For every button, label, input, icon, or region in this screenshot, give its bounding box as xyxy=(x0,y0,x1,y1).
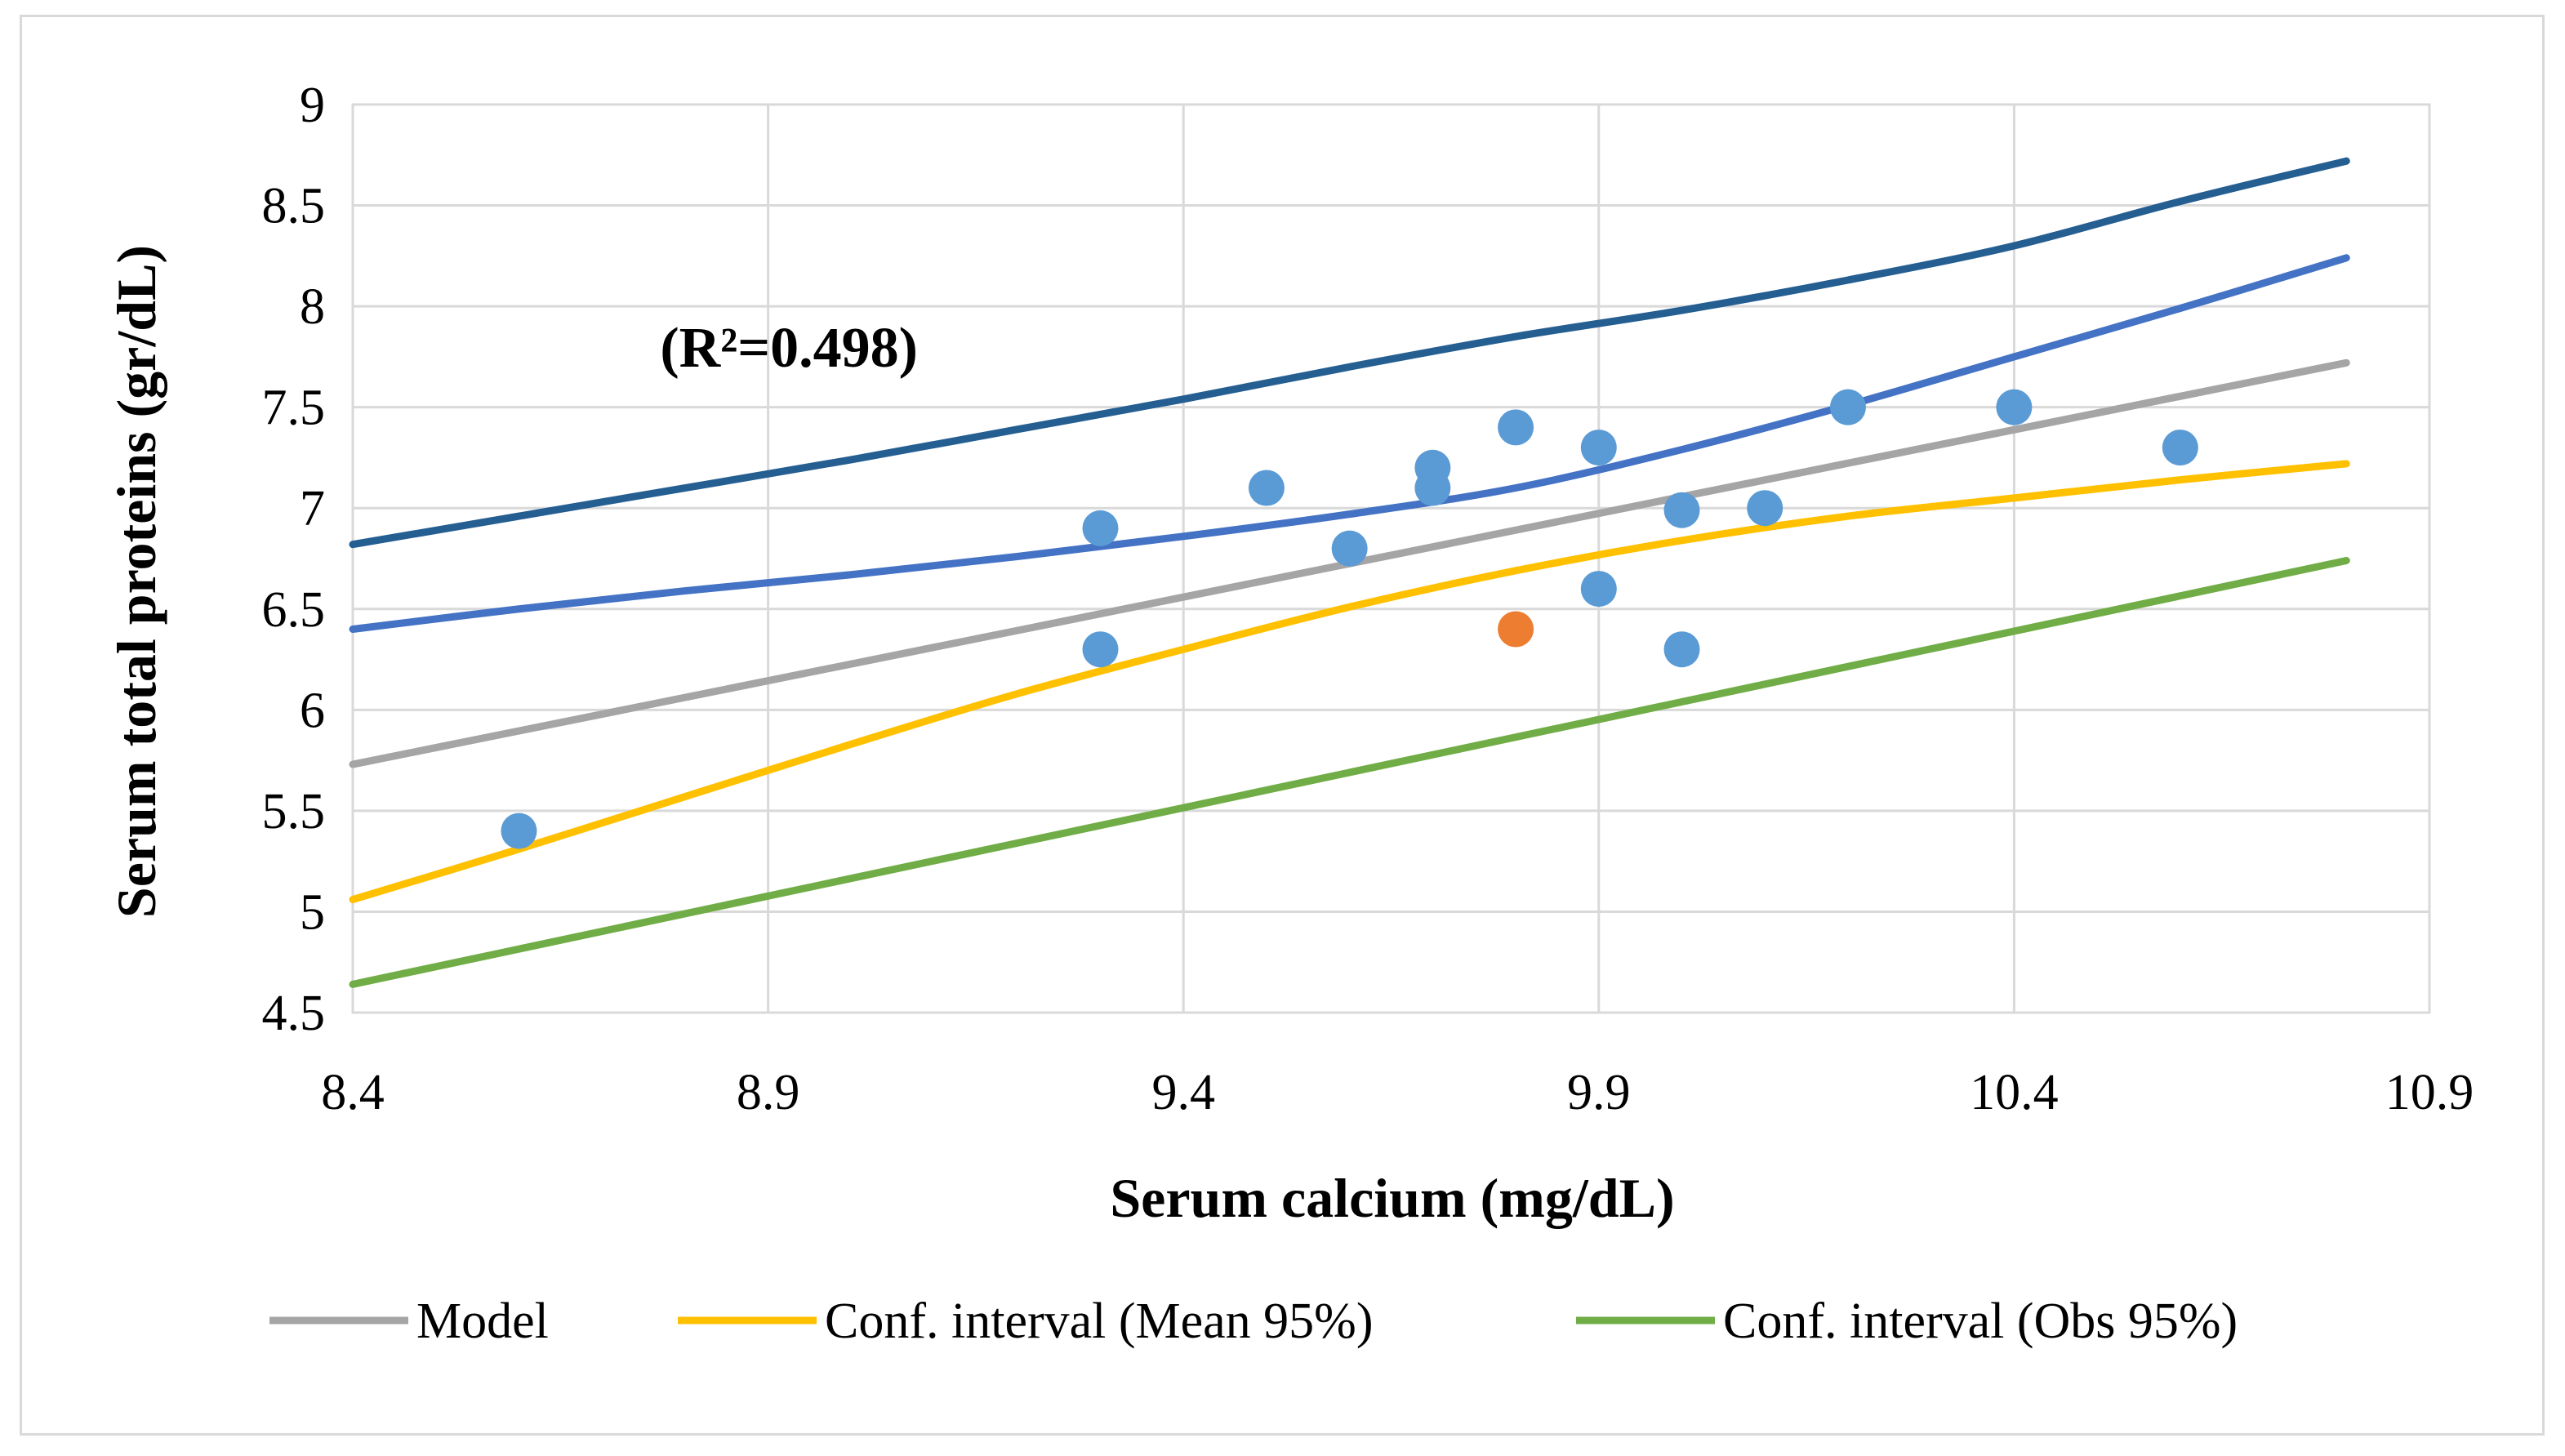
y-tick-label: 4.5 xyxy=(262,986,326,1041)
data-point xyxy=(2162,430,2198,466)
legend-label: Conf. interval (Obs 95%) xyxy=(1723,1293,2238,1349)
y-tick-label: 5.5 xyxy=(262,784,326,839)
y-tick-label: 5 xyxy=(300,884,325,940)
y-axis-title: Serum total proteins (gr/dL) xyxy=(105,245,167,918)
legend-label: Model xyxy=(416,1293,549,1349)
legend-label: Conf. interval (Mean 95%) xyxy=(825,1293,1373,1349)
y-tick-label: 8 xyxy=(300,279,325,335)
x-tick-label: 10.9 xyxy=(2385,1065,2474,1120)
series-line-conf-interval-obs-95 xyxy=(349,556,2350,988)
x-tick-label: 9.4 xyxy=(1151,1065,1215,1120)
y-tick-label: 6.5 xyxy=(262,582,326,638)
data-point xyxy=(1331,530,1368,567)
data-point xyxy=(1248,470,1285,506)
data-point xyxy=(1082,631,1119,668)
series-line-upper-mean-bound xyxy=(349,254,2350,633)
x-tick-label: 8.9 xyxy=(737,1065,800,1120)
x-tick-label: 9.9 xyxy=(1567,1065,1631,1120)
series-line-conf-interval-mean-95 xyxy=(349,460,2350,904)
series-line-upper-observation-bound xyxy=(349,157,2350,549)
data-point xyxy=(1747,490,1783,527)
data-point xyxy=(1580,571,1617,608)
x-tick-label: 10.4 xyxy=(1970,1065,2059,1120)
plot-area-border xyxy=(351,103,2431,1014)
data-point xyxy=(1414,470,1451,506)
y-tick-label: 8.5 xyxy=(262,179,326,234)
x-tick-label: 8.4 xyxy=(321,1065,385,1120)
data-point xyxy=(1663,631,1700,668)
x-axis-title: Serum calcium (mg/dL) xyxy=(1110,1167,1674,1229)
highlight-point xyxy=(1498,611,1534,648)
r-squared-annotation: (R²=0.498) xyxy=(660,317,918,380)
y-tick-label: 7.5 xyxy=(262,381,326,436)
x-axis-ticks: 8.4 8.9 9.4 9.9 10.4 10.9 xyxy=(321,1065,2474,1120)
y-axis-ticks: 4.5 5 5.5 6 6.5 7 7.5 8 8.5 9 xyxy=(262,78,326,1041)
data-point xyxy=(1498,409,1534,446)
legend: Model Conf. interval (Mean 95%) Conf. inte… xyxy=(269,1293,2238,1349)
data-point xyxy=(1829,389,1866,425)
data-points xyxy=(501,389,2198,849)
data-point xyxy=(1580,430,1617,466)
series-lines xyxy=(349,157,2350,988)
data-point xyxy=(1663,492,1700,528)
chart-frame xyxy=(20,15,2545,1436)
y-tick-label: 7 xyxy=(300,481,325,537)
data-point xyxy=(1996,389,2033,425)
data-point xyxy=(1082,510,1119,546)
y-tick-label: 9 xyxy=(300,78,325,133)
data-point xyxy=(501,813,537,849)
y-tick-label: 6 xyxy=(300,683,325,738)
